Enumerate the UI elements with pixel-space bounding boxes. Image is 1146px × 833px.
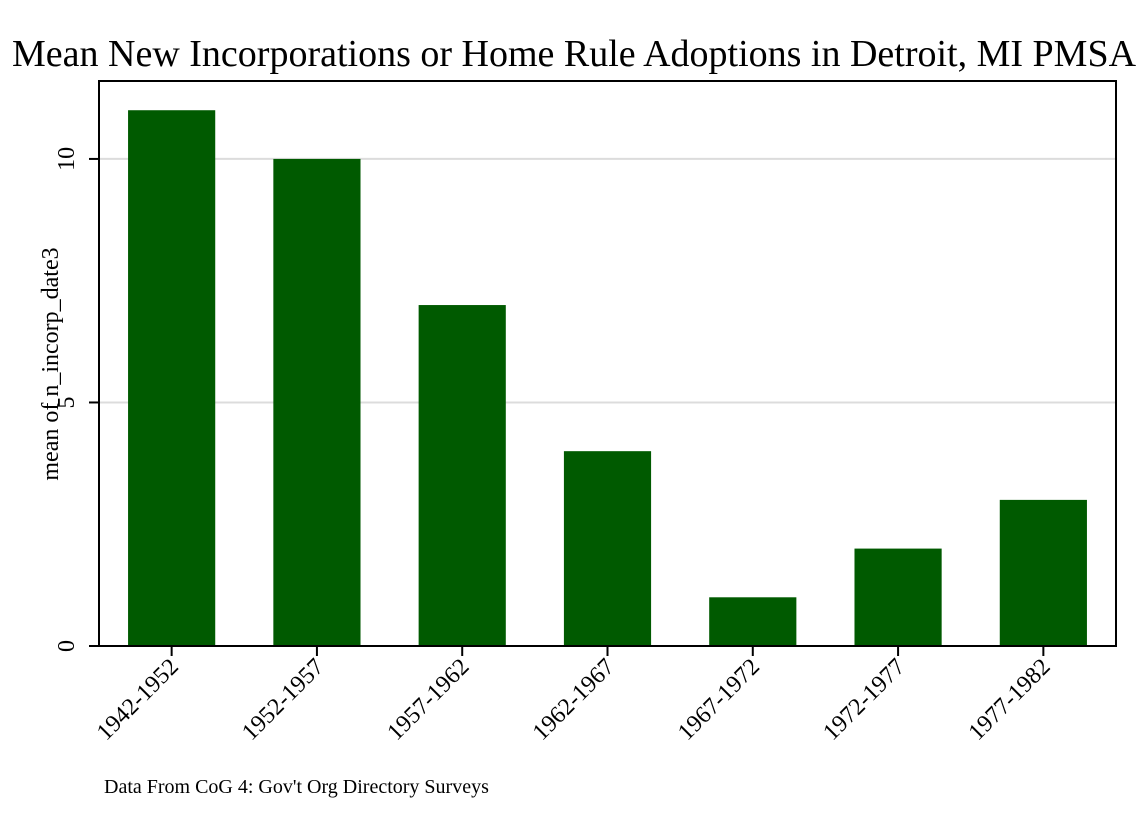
x-tick-label: 1967-1972 — [673, 654, 765, 746]
bar — [709, 597, 797, 646]
bars — [128, 110, 1087, 647]
y-axis-ticks: 0 5 10 — [54, 147, 99, 652]
bar — [418, 305, 506, 646]
bar — [854, 548, 942, 646]
x-tick-label: 1952-1957 — [237, 654, 329, 746]
y-tick-label: 0 — [54, 640, 80, 652]
x-tick-label: 1957-1962 — [383, 654, 475, 746]
x-tick-label: 1977-1982 — [964, 654, 1056, 746]
chart-title: Mean New Incorporations or Home Rule Ado… — [12, 33, 1137, 75]
grid-lines — [99, 157, 1116, 404]
y-tick-label: 10 — [54, 147, 80, 171]
source-note: Data From CoG 4: Gov't Org Directory Sur… — [104, 776, 489, 798]
x-tick-label: 1972-1977 — [818, 654, 910, 746]
y-axis-label: mean of n_incorp_date3 — [38, 247, 64, 480]
x-axis-ticks: 1942-1952 1952-1957 1957-1962 1962-1967 1967… — [92, 646, 1056, 746]
bar — [563, 451, 652, 646]
bar — [273, 158, 361, 646]
x-tick-label: 1942-1952 — [92, 654, 184, 746]
bar — [999, 499, 1087, 646]
x-tick-label: 1962-1967 — [528, 654, 620, 746]
bar — [128, 110, 216, 647]
y-tick-label: 5 — [54, 396, 80, 408]
